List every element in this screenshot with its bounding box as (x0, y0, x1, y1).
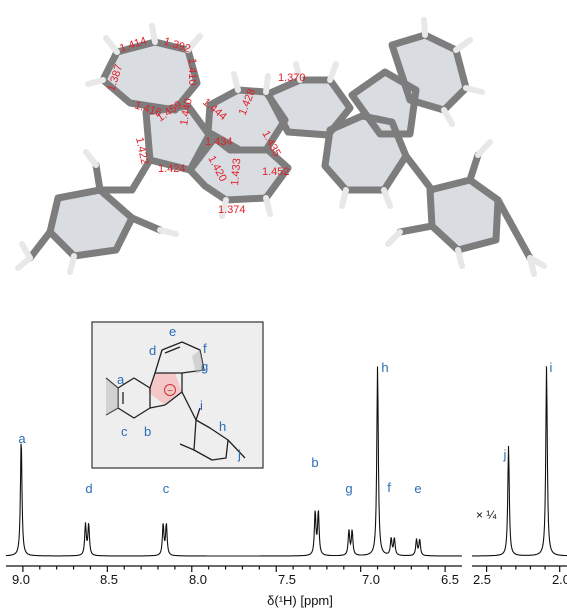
x-axis-title: δ(¹H) [ppm] (267, 593, 333, 608)
inset-label-h: h (219, 419, 226, 434)
bond-label: 1.440 (178, 97, 195, 126)
inset-label-g: g (201, 359, 208, 374)
tick-label-7.0: 7.0 (362, 572, 380, 587)
carbon-bonds (26, 31, 534, 262)
peak-label-b: b (311, 455, 318, 470)
bond-label: 1.422 (133, 136, 150, 165)
peak-label-j: j (503, 447, 507, 462)
peak-label-f: f (387, 480, 391, 495)
inset-proton-labels: a b c d e f g h i j (117, 324, 241, 462)
bond-label: 1.410 (186, 58, 198, 86)
bond-label: 1.370 (278, 72, 306, 84)
x-axis-ticks (22, 566, 561, 572)
scale-note: × ¼ (476, 508, 497, 522)
tick-label-7.5: 7.5 (278, 572, 296, 587)
spectrum-trace-left (5, 366, 462, 557)
inset-label-c: c (121, 424, 128, 439)
inset-label-j: j (237, 447, 241, 462)
spectrum-trace-right (472, 366, 567, 557)
peak-label-i: i (550, 360, 553, 375)
inset-ring-shading (106, 350, 204, 415)
charge-symbol: − (167, 386, 173, 397)
peak-label-d: d (85, 481, 92, 496)
bond-label: 1.452 (262, 166, 290, 178)
inset-label-i: i (200, 398, 203, 413)
bond-label: 1.374 (218, 204, 246, 216)
inset-label-a: a (117, 372, 125, 387)
bond-label: 1.433 (229, 158, 243, 186)
tick-label-8.5: 8.5 (100, 572, 118, 587)
peak-label-e: e (414, 481, 421, 496)
tick-label-9.0: 9.0 (12, 572, 30, 587)
inset-label-b: b (144, 424, 151, 439)
peak-label-a: a (18, 431, 26, 446)
peak-label-c: c (163, 481, 170, 496)
tick-label-6.5: 6.5 (441, 572, 459, 587)
anion-charge-icon (164, 384, 176, 396)
peak-label-h: h (381, 360, 388, 375)
inset-label-f: f (203, 341, 207, 356)
nmr-spectrum: 9.0 8.5 8.0 7.5 7.0 6.5 2.5 2.0 δ(¹H) [p… (5, 360, 567, 608)
inset-label-e: e (169, 324, 176, 339)
bond-label: 1.424 (158, 163, 186, 175)
inset-structure: − a b c d e f g h i j (91, 321, 264, 469)
peak-label-g: g (345, 481, 352, 496)
hydrogen-bonds (15, 17, 547, 277)
tick-label-2.5: 2.5 (473, 572, 491, 587)
inset-label-d: d (149, 343, 156, 358)
tick-label-2.0: 2.0 (552, 572, 567, 587)
bond-label: 1.434 (205, 136, 233, 148)
tick-label-8.0: 8.0 (189, 572, 207, 587)
molecular-structure: 1.414 1.392 1.387 1.410 1.416 1.459 1.44… (15, 17, 547, 277)
